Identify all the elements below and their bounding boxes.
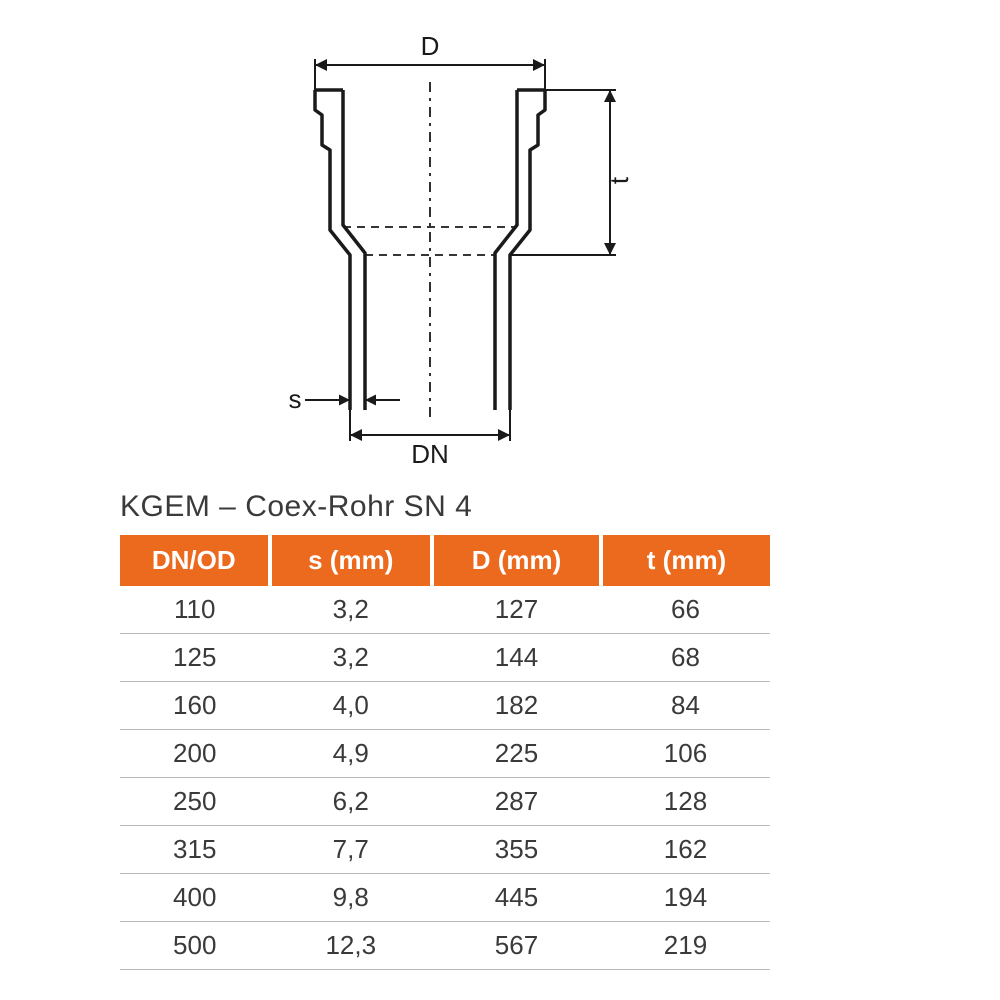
table-cell: 400: [120, 874, 270, 922]
table-cell: 110: [120, 586, 270, 634]
table-row: 1253,214468: [120, 634, 770, 682]
table-cell: 219: [601, 922, 770, 970]
table-row: 4009,8445194: [120, 874, 770, 922]
table-cell: 128: [601, 778, 770, 826]
svg-text:DN: DN: [411, 439, 449, 469]
table-cell: 445: [432, 874, 601, 922]
table-cell: 225: [432, 730, 601, 778]
table-cell: 106: [601, 730, 770, 778]
table-row: 2004,9225106: [120, 730, 770, 778]
table-cell: 200: [120, 730, 270, 778]
technical-diagram: Dt s DN: [180, 30, 700, 470]
table-cell: 3,2: [270, 586, 433, 634]
table-title: KGEM – Coex-Rohr SN 4: [120, 490, 472, 524]
table-row: 2506,2287128: [120, 778, 770, 826]
table-cell: 4,0: [270, 682, 433, 730]
svg-text:t: t: [604, 176, 634, 184]
table-cell: 4,9: [270, 730, 433, 778]
table-cell: 68: [601, 634, 770, 682]
table-cell: 287: [432, 778, 601, 826]
table-cell: 567: [432, 922, 601, 970]
table-cell: 162: [601, 826, 770, 874]
table-cell: 194: [601, 874, 770, 922]
column-header: t (mm): [601, 535, 770, 586]
svg-text:D: D: [421, 31, 440, 61]
table-cell: 315: [120, 826, 270, 874]
table-cell: 127: [432, 586, 601, 634]
table-cell: 250: [120, 778, 270, 826]
table-cell: 182: [432, 682, 601, 730]
table-cell: 84: [601, 682, 770, 730]
table-row: 1604,018284: [120, 682, 770, 730]
column-header: s (mm): [270, 535, 433, 586]
table-cell: 160: [120, 682, 270, 730]
table-cell: 12,3: [270, 922, 433, 970]
table-cell: 9,8: [270, 874, 433, 922]
table-cell: 3,2: [270, 634, 433, 682]
table-row: 1103,212766: [120, 586, 770, 634]
table-cell: 66: [601, 586, 770, 634]
table-cell: 125: [120, 634, 270, 682]
table-cell: 355: [432, 826, 601, 874]
table-cell: 500: [120, 922, 270, 970]
table-row: 3157,7355162: [120, 826, 770, 874]
table-cell: 144: [432, 634, 601, 682]
column-header: D (mm): [432, 535, 601, 586]
svg-text:s: s: [289, 384, 302, 414]
table-cell: 7,7: [270, 826, 433, 874]
table-cell: 6,2: [270, 778, 433, 826]
column-header: DN/OD: [120, 535, 270, 586]
spec-table: DN/ODs (mm)D (mm)t (mm) 1103,2127661253,…: [120, 535, 770, 970]
table-row: 50012,3567219: [120, 922, 770, 970]
